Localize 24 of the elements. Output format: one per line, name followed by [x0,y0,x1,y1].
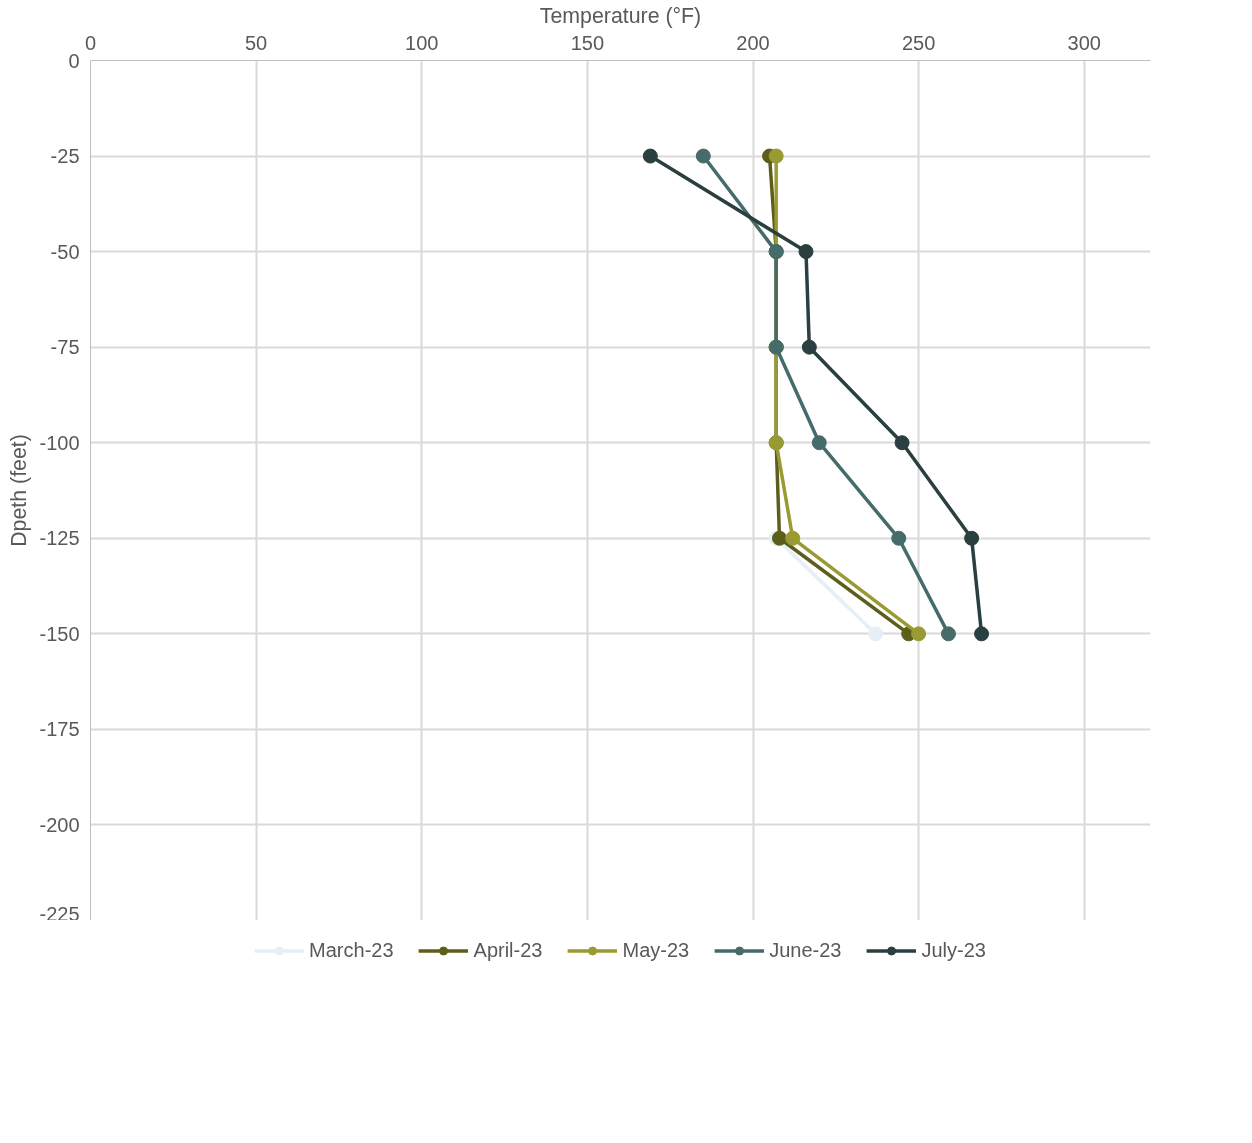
y-tick-label: 0 [68,49,80,72]
x-tick-label: 50 [245,31,268,54]
x-tick-label: 250 [901,31,936,54]
legend-label: June-23 [769,938,842,962]
y-tick-label: -175 [39,718,80,741]
x-axis-title: Temperature (°F) [539,3,702,28]
legend-label: April-23 [473,938,543,962]
y-tick-label: -75 [50,336,80,359]
legend-label: May-23 [622,938,690,962]
y-tick-label: -200 [39,813,80,836]
x-tick-label: 150 [570,31,605,54]
legend-label: July-23 [921,938,986,962]
y-axis-title: Dpeth (feet) [7,434,32,547]
x-tick-label: 200 [736,31,770,54]
y-tick-label: -150 [39,622,80,645]
y-tick-label: -100 [39,431,80,454]
y-tick-label: -50 [50,240,80,263]
y-tick-label: -225 [39,902,80,925]
x-tick-label: 300 [1067,31,1101,54]
y-tick-label: -125 [39,527,80,550]
x-tick-label: 0 [84,31,97,54]
y-tick-label: -25 [50,145,80,168]
x-tick-label: 100 [405,31,439,54]
legend-label: March-23 [309,938,394,962]
